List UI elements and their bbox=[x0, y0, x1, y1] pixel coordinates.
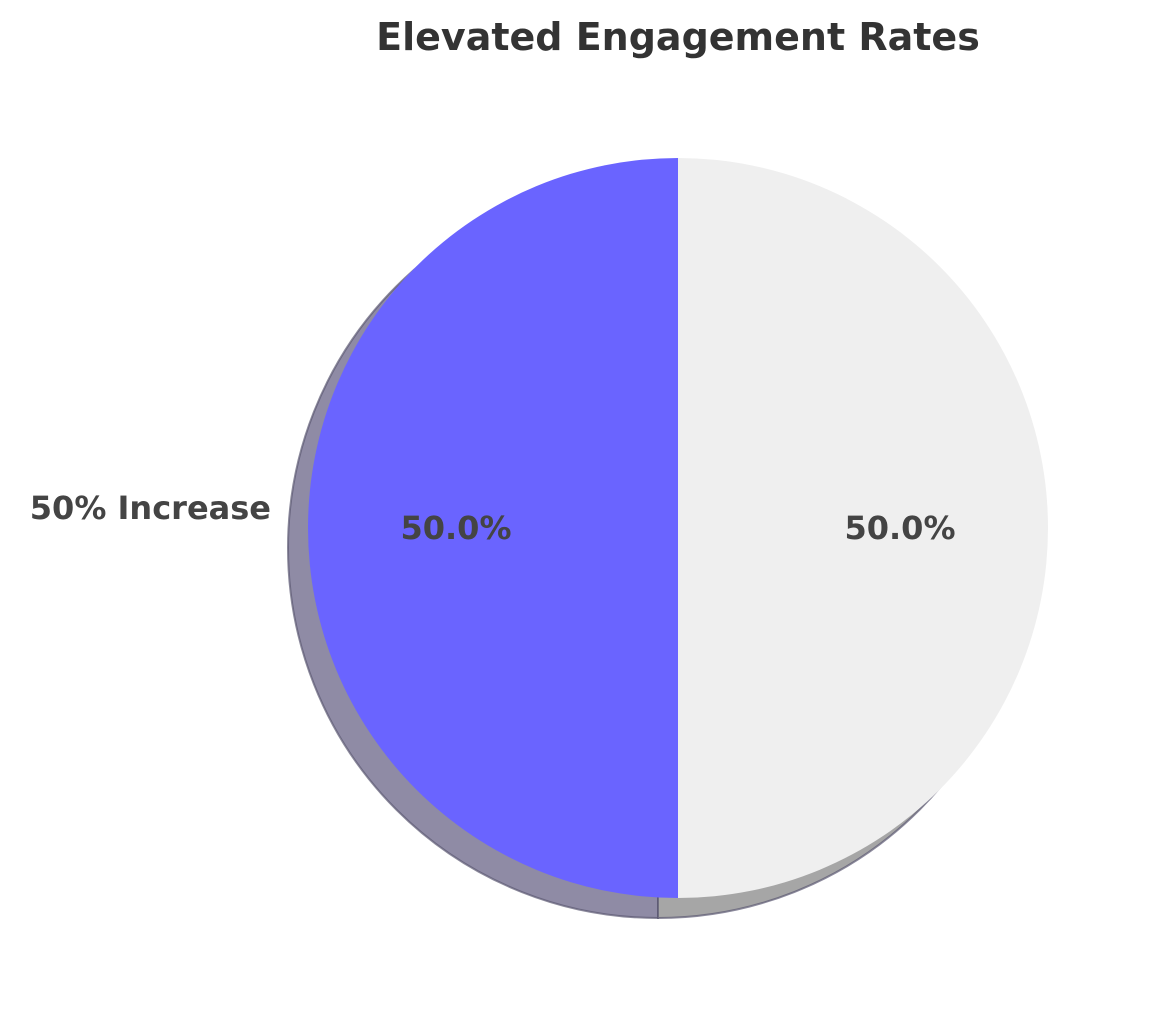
pie-labels: 50.0% 50% Increase 50.0% bbox=[30, 489, 956, 547]
pie-slices bbox=[308, 158, 1048, 898]
pie-slice bbox=[308, 158, 678, 898]
chart-title: Elevated Engagement Rates bbox=[376, 15, 980, 59]
pie-slice bbox=[678, 158, 1048, 898]
pie-percent-label: 50.0% bbox=[844, 509, 955, 547]
pie-slice-label: 50% Increase bbox=[30, 489, 271, 527]
pie-percent-label: 50.0% bbox=[400, 509, 511, 547]
